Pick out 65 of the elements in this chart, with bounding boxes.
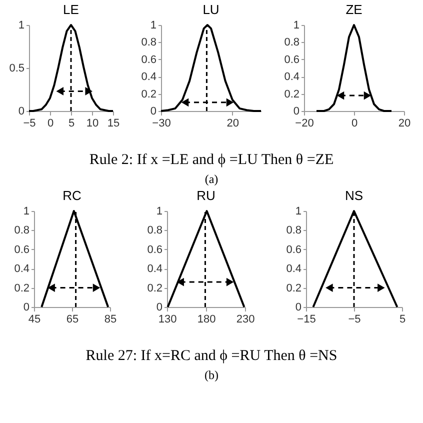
y-tick-label: 0.8 bbox=[284, 36, 300, 49]
y-tick-label: 1 bbox=[156, 206, 163, 218]
y-tick-label: 0.8 bbox=[286, 224, 302, 237]
y-tick-label: 0 bbox=[296, 302, 302, 314]
y-tick-label: 0.2 bbox=[286, 282, 302, 294]
y-tick-label: 0.4 bbox=[142, 71, 157, 84]
line-series bbox=[160, 24, 262, 112]
line-series bbox=[315, 24, 392, 112]
y-tick-label: 0.4 bbox=[148, 263, 163, 276]
y-tick-label: 0.8 bbox=[148, 224, 163, 237]
y-tick-label: 1 bbox=[23, 206, 30, 218]
x-tick-label: −15 bbox=[297, 314, 316, 326]
y-tick-label: 1 bbox=[293, 20, 300, 32]
x-tick-label: 15 bbox=[108, 118, 120, 130]
x-tick-label: 0 bbox=[351, 118, 358, 130]
text: (a) bbox=[204, 171, 220, 188]
line-series bbox=[28, 24, 114, 112]
y-tick-label: 0.6 bbox=[286, 244, 302, 256]
x-tick-label: 20 bbox=[227, 118, 240, 130]
x-tick-label: 130 bbox=[158, 314, 178, 326]
y-tick-label: 0 bbox=[150, 106, 157, 118]
y-tick-label: 1 bbox=[150, 20, 157, 32]
y-tick-label: 0.4 bbox=[286, 263, 302, 276]
y-tick-label: 0.2 bbox=[284, 88, 300, 100]
y-tick-label: 0 bbox=[156, 302, 163, 314]
x-tick-label: 65 bbox=[66, 314, 78, 326]
y-tick-label: 0.4 bbox=[14, 263, 30, 276]
y-tick-label: 0.6 bbox=[142, 54, 157, 66]
y-tick-label: 0.2 bbox=[142, 88, 157, 100]
x-tick-label: 230 bbox=[236, 314, 256, 326]
text: Rule 2: If x =LE and ϕ =LU Then θ =ZE bbox=[88, 151, 335, 170]
y-tick-label: 0.2 bbox=[148, 282, 163, 294]
x-tick-label: 0 bbox=[48, 118, 54, 130]
y-tick-label: 0.6 bbox=[148, 244, 163, 256]
x-tick-label: −30 bbox=[152, 118, 172, 130]
y-tick-label: 0.6 bbox=[14, 244, 30, 256]
chart-title: LE bbox=[63, 2, 80, 17]
y-tick-label: 0.6 bbox=[284, 54, 300, 66]
chart-title: NS bbox=[345, 188, 364, 203]
x-tick-label: 10 bbox=[86, 118, 99, 130]
y-tick-label: 0.8 bbox=[14, 224, 30, 237]
y-tick-label: 1 bbox=[18, 20, 25, 32]
y-tick-label: 1 bbox=[296, 206, 302, 218]
x-tick-label: −20 bbox=[294, 118, 314, 130]
x-tick-label: −5 bbox=[23, 118, 36, 130]
chart-title: RU bbox=[197, 188, 216, 203]
y-tick-label: 0 bbox=[23, 302, 30, 314]
x-tick-label: 45 bbox=[28, 314, 40, 326]
x-tick-label: 85 bbox=[104, 314, 116, 326]
x-tick-label: 180 bbox=[198, 314, 216, 326]
x-tick-label: 5 bbox=[68, 118, 75, 130]
y-tick-label: 0.4 bbox=[284, 71, 300, 84]
x-tick-label: −5 bbox=[348, 314, 361, 326]
chart-title: ZE bbox=[346, 2, 362, 17]
y-tick-label: 0.2 bbox=[14, 282, 30, 294]
x-tick-label: 20 bbox=[398, 118, 410, 130]
y-tick-label: 0.5 bbox=[9, 62, 25, 74]
chart-title: RC bbox=[62, 188, 82, 203]
chart-title: LU bbox=[203, 2, 220, 17]
text: (b) bbox=[204, 367, 220, 384]
y-tick-label: 0 bbox=[18, 106, 25, 118]
text: Rule 27: If x=RC and ϕ =RU Then θ =NS bbox=[84, 347, 338, 366]
y-tick-label: 0.8 bbox=[142, 36, 157, 49]
x-tick-label: 5 bbox=[400, 314, 406, 326]
y-tick-label: 0 bbox=[293, 106, 300, 118]
